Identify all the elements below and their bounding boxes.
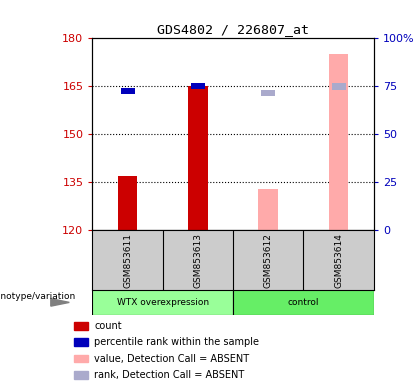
Text: rank, Detection Call = ABSENT: rank, Detection Call = ABSENT (94, 370, 244, 380)
Polygon shape (51, 299, 69, 306)
Bar (92, 290, 233, 315)
Text: count: count (94, 321, 122, 331)
Text: GSM853614: GSM853614 (334, 233, 343, 288)
Bar (74, 355, 88, 362)
Bar (258, 189, 278, 230)
Bar (121, 88, 135, 94)
Bar (74, 338, 88, 346)
Bar (74, 322, 88, 330)
Bar (233, 290, 374, 315)
Text: control: control (288, 298, 319, 307)
Bar (74, 371, 88, 379)
Text: value, Detection Call = ABSENT: value, Detection Call = ABSENT (94, 354, 249, 364)
Text: WTX overexpression: WTX overexpression (117, 298, 209, 307)
Bar (188, 86, 208, 230)
Title: GDS4802 / 226807_at: GDS4802 / 226807_at (157, 23, 309, 36)
Bar (261, 89, 276, 96)
Text: genotype/variation: genotype/variation (0, 292, 76, 301)
Text: GSM853612: GSM853612 (264, 233, 273, 288)
Text: GSM853611: GSM853611 (123, 233, 132, 288)
Bar (191, 83, 205, 89)
Text: GSM853613: GSM853613 (194, 233, 202, 288)
Text: percentile rank within the sample: percentile rank within the sample (94, 337, 259, 347)
Bar (332, 83, 346, 89)
Bar (118, 176, 137, 230)
Bar (329, 55, 349, 230)
